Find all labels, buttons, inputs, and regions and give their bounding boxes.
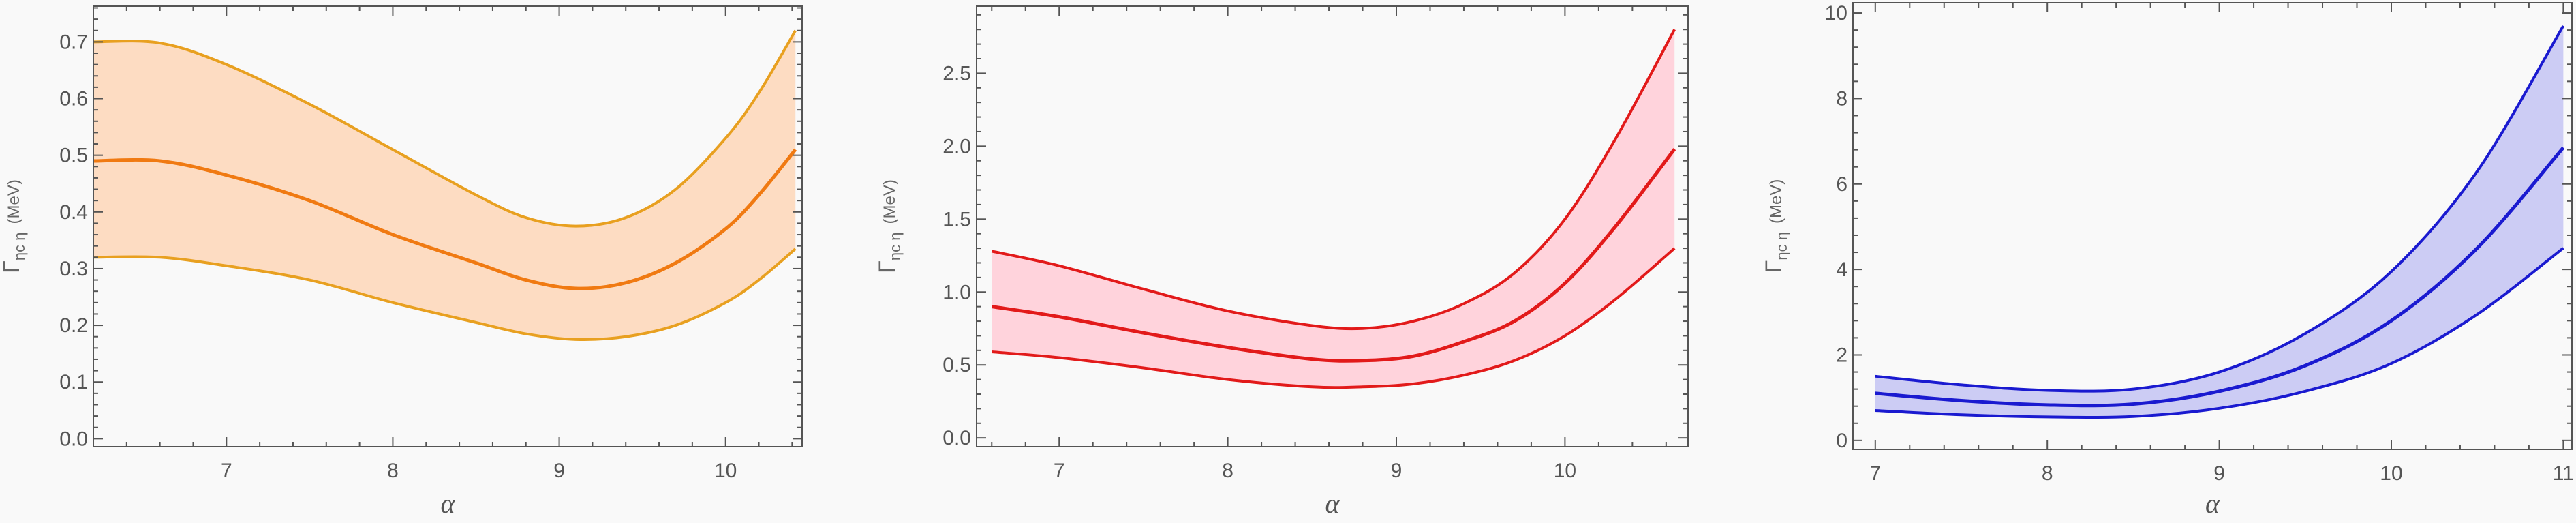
y-tick-label: 8 (1836, 87, 1847, 110)
x-tick-label: 9 (1391, 460, 1402, 482)
uncertainty-band (1875, 25, 2564, 417)
x-axis-label: α (441, 488, 456, 519)
y-tick-label: 1.5 (942, 208, 971, 230)
y-label-unit: (MeV) (880, 179, 899, 224)
x-axis-label: α (1325, 488, 1340, 519)
y-label-symbol: Γ (1761, 260, 1787, 273)
x-tick-label: 8 (2042, 462, 2053, 485)
upper-bound-line (1875, 25, 2565, 393)
x-tick-label: 10 (714, 460, 737, 482)
x-tick-label: 10 (2380, 462, 2402, 485)
chart-panel-3: 7 8 9 10 11 0 2 4 6 8 10 α Γηc η (MeV) (1761, 2, 2574, 519)
x-tick-label: 7 (221, 460, 232, 482)
y-tick-label: 2.5 (942, 62, 971, 85)
lower-bound-line (992, 247, 1676, 389)
x-tick-label: 7 (1054, 460, 1065, 482)
lower-bound-line (93, 248, 797, 342)
x-tick-label: 7 (1869, 462, 1881, 485)
y-tick-label: 0.1 (59, 371, 88, 393)
y-tick-label: 0.0 (59, 428, 88, 450)
y-tick-label: 2.0 (942, 135, 971, 158)
chart-panel-2: 7 8 9 10 0.0 0.5 1.0 1.5 2.0 2.5 α Γηc η (MeV) (874, 5, 1689, 519)
y-label-symbol: Γ (0, 260, 25, 273)
x-axis-label: α (2205, 488, 2220, 519)
x-tick-label: 11 (2553, 462, 2574, 485)
central-value-line (1875, 146, 2565, 408)
y-tick-label: 0 (1836, 430, 1847, 452)
y-tick-label: 0.5 (59, 145, 88, 167)
plot-frame (976, 5, 1689, 447)
central-value-line (991, 148, 1676, 363)
upper-bound-line (93, 29, 797, 228)
y-label-unit: (MeV) (1767, 179, 1785, 224)
y-tick-label: 0.2 (59, 314, 88, 337)
y-tick-label: 2 (1836, 344, 1847, 366)
y-axis-label: Γηc η (MeV) (0, 179, 28, 273)
plot-frame (1852, 2, 2573, 450)
upper-bound-line (991, 29, 1676, 331)
y-tick-label: 10 (1825, 2, 1847, 25)
y-label-symbol: Γ (874, 260, 900, 273)
y-tick-label: 0.4 (59, 201, 88, 224)
y-label-subscript: ηc η (1773, 232, 1790, 260)
y-axis-label: Γηc η (MeV) (874, 179, 904, 273)
central-value-line (93, 148, 797, 290)
chart-panel-1: 7 8 9 10 0.0 0.1 0.2 0.3 0.4 0.5 0.6 0.7 α Γηc η (MeV) (0, 5, 803, 519)
y-axis-label: Γηc η (MeV) (1761, 179, 1790, 273)
uncertainty-band (992, 29, 1675, 388)
uncertainty-band (93, 30, 796, 340)
lower-bound-line (1875, 247, 2564, 419)
y-tick-label: 4 (1836, 258, 1847, 281)
y-tick-label: 0.0 (942, 427, 971, 449)
x-tick-label: 10 (1554, 460, 1576, 482)
y-tick-label: 0.7 (59, 31, 88, 53)
x-tick-label: 9 (2213, 462, 2225, 485)
y-label-unit: (MeV) (5, 179, 23, 224)
plot-frame (93, 5, 803, 447)
x-tick-label: 8 (1222, 460, 1233, 482)
y-label-subscript: ηc η (887, 233, 904, 261)
y-tick-label: 1.0 (942, 281, 971, 303)
y-tick-label: 0.5 (942, 354, 971, 376)
x-tick-label: 9 (553, 460, 565, 482)
y-tick-label: 0.6 (59, 88, 88, 110)
x-tick-label: 8 (387, 460, 399, 482)
y-tick-label: 6 (1836, 173, 1847, 196)
y-tick-label: 0.3 (59, 258, 88, 280)
y-label-subscript: ηc η (11, 233, 28, 261)
